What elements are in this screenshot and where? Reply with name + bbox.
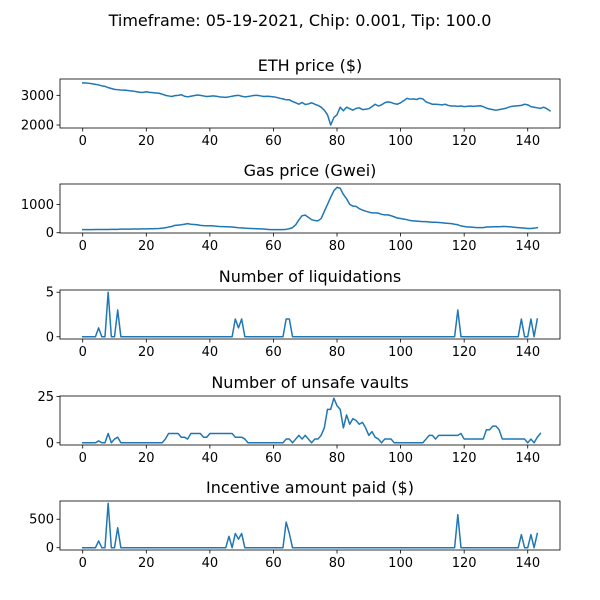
incentive-amount-paid-x-tick-label-20: 20 xyxy=(138,556,155,571)
incentive-amount-paid-x-tick-label-140: 140 xyxy=(515,556,540,571)
gas-price-gwei-x-tick-label-120: 120 xyxy=(452,239,477,254)
number-of-liquidations-panel: Number of liquidations 0 20 40 60 80 100 120 140… xyxy=(46,267,561,360)
incentive-amount-paid-x-tick-label-40: 40 xyxy=(202,556,219,571)
gas-price-gwei-x-tick-label-80: 80 xyxy=(329,239,346,254)
number-of-liquidations-x-tick-label-60: 60 xyxy=(265,345,282,360)
incentive-amount-paid-panel: Incentive amount paid ($) 0 20 40 60 80 100 120… xyxy=(29,478,561,571)
incentive-amount-paid-title: Incentive amount paid ($) xyxy=(206,478,414,497)
number-of-unsafe-vaults-x-tick-label-40: 40 xyxy=(202,451,219,466)
eth-price-x-tick-label-40: 40 xyxy=(202,134,219,149)
eth-price-x-tick-label-100: 100 xyxy=(388,134,413,149)
incentive-amount-paid-x-tick-label-120: 120 xyxy=(452,556,477,571)
eth-price-x-tick-label-20: 20 xyxy=(138,134,155,149)
eth-price-y-tick-label-2000: 2000 xyxy=(21,119,54,134)
eth-price-series-line-0 xyxy=(81,82,552,126)
number-of-liquidations-x-tick-label-100: 100 xyxy=(388,345,413,360)
eth-price-x-tick-label-120: 120 xyxy=(452,134,477,149)
number-of-unsafe-vaults-x-tick-label-140: 140 xyxy=(515,451,540,466)
number-of-unsafe-vaults-x-tick-label-80: 80 xyxy=(329,451,346,466)
incentive-amount-paid-x-tick-label-60: 60 xyxy=(265,556,282,571)
number-of-liquidations-x-tick-label-40: 40 xyxy=(202,345,219,360)
incentive-amount-paid-x-tick-label-80: 80 xyxy=(329,556,346,571)
gas-price-gwei-axes-frame xyxy=(59,183,561,234)
subplot-panels: ETH price ($)0 20 40 60 80 100 120 14020003000G… xyxy=(21,56,561,571)
number-of-liquidations-y-tick-label-5: 5 xyxy=(46,286,54,301)
number-of-unsafe-vaults-axes-frame xyxy=(59,395,561,446)
gas-price-gwei-panel: Gas price (Gwei) 0 20 40 60 80 100 120 140 0 1000 xyxy=(21,161,561,254)
incentive-amount-paid-series-line-0 xyxy=(81,502,539,549)
number-of-liquidations-axes-frame xyxy=(59,289,561,340)
number-of-unsafe-vaults-x-tick-label-20: 20 xyxy=(138,451,155,466)
number-of-unsafe-vaults-x-tick-label-0: 0 xyxy=(79,451,87,466)
number-of-unsafe-vaults-y-tick-label-25: 25 xyxy=(37,390,54,405)
eth-price-x-tick-label-0: 0 xyxy=(79,134,87,149)
gas-price-gwei-x-tick-label-40: 40 xyxy=(202,239,219,254)
number-of-unsafe-vaults-title: Number of unsafe vaults xyxy=(211,373,408,392)
gas-price-gwei-y-tick-label-0: 0 xyxy=(46,226,54,241)
number-of-liquidations-y-tick-label-0: 0 xyxy=(46,330,54,345)
figure-suptitle: Timeframe: 05-19-2021, Chip: 0.001, Tip:… xyxy=(108,11,492,30)
number-of-liquidations-title: Number of liquidations xyxy=(219,267,401,286)
number-of-liquidations-x-tick-label-120: 120 xyxy=(452,345,477,360)
eth-price-axes-frame xyxy=(59,78,561,129)
incentive-amount-paid-y-tick-label-0: 0 xyxy=(46,541,54,556)
number-of-unsafe-vaults-series-line-0 xyxy=(81,397,542,444)
gas-price-gwei-x-tick-label-20: 20 xyxy=(138,239,155,254)
gas-price-gwei-title: Gas price (Gwei) xyxy=(244,161,377,180)
gas-price-gwei-x-tick-label-100: 100 xyxy=(388,239,413,254)
gas-price-gwei-y-tick-label-1000: 1000 xyxy=(21,198,54,213)
incentive-amount-paid-x-tick-label-100: 100 xyxy=(388,556,413,571)
number-of-liquidations-x-tick-label-20: 20 xyxy=(138,345,155,360)
eth-price-x-tick-label-140: 140 xyxy=(515,134,540,149)
number-of-unsafe-vaults-y-tick-label-0: 0 xyxy=(46,436,54,451)
incentive-amount-paid-y-tick-label-500: 500 xyxy=(29,513,54,528)
number-of-liquidations-x-tick-label-140: 140 xyxy=(515,345,540,360)
number-of-liquidations-x-tick-label-0: 0 xyxy=(79,345,87,360)
number-of-unsafe-vaults-x-tick-label-60: 60 xyxy=(265,451,282,466)
eth-price-title: ETH price ($) xyxy=(258,56,363,75)
eth-price-x-tick-label-80: 80 xyxy=(329,134,346,149)
incentive-amount-paid-x-tick-label-0: 0 xyxy=(79,556,87,571)
number-of-liquidations-series-line-0 xyxy=(81,291,539,338)
number-of-unsafe-vaults-x-tick-label-120: 120 xyxy=(452,451,477,466)
gas-price-gwei-x-tick-label-60: 60 xyxy=(265,239,282,254)
incentive-amount-paid-axes-frame xyxy=(59,500,561,551)
eth-price-x-tick-label-60: 60 xyxy=(265,134,282,149)
number-of-unsafe-vaults-panel: Number of unsafe vaults 0 20 40 60 80 100 120 14… xyxy=(37,373,561,466)
number-of-liquidations-x-tick-label-80: 80 xyxy=(329,345,346,360)
number-of-unsafe-vaults-x-tick-label-100: 100 xyxy=(388,451,413,466)
gas-price-gwei-series-line-0 xyxy=(81,186,539,231)
gas-price-gwei-x-tick-label-0: 0 xyxy=(79,239,87,254)
gas-price-gwei-x-tick-label-140: 140 xyxy=(515,239,540,254)
eth-price-y-tick-label-3000: 3000 xyxy=(21,89,54,104)
eth-price-panel: ETH price ($) 0 20 40 60 80 100 120 140 2000 3000 xyxy=(21,56,561,149)
